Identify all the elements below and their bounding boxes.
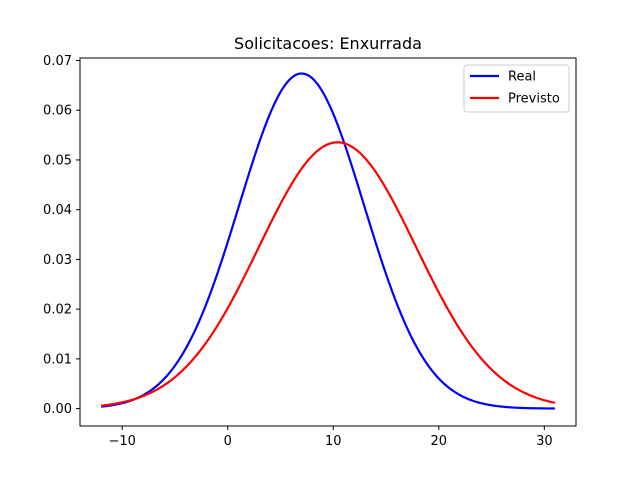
y-tick-label: 0.00	[43, 402, 72, 417]
y-tick-label: 0.01	[43, 352, 72, 367]
x-tick-label: 20	[431, 434, 448, 449]
x-tick-label: 30	[536, 434, 553, 449]
series-layer	[100, 72, 556, 410]
x-axis: −10 0 10 20 30	[108, 426, 553, 449]
y-tick-label: 0.05	[43, 153, 72, 168]
legend-label-real: Real	[508, 70, 536, 85]
y-tick-label: 0.02	[43, 303, 72, 318]
y-tick-label: 0.07	[43, 54, 72, 69]
x-tick-label: 10	[325, 434, 342, 449]
y-axis: 0.00 0.01 0.02 0.03 0.04 0.05 0.06 0.07	[43, 54, 80, 417]
legend-label-previsto: Previsto	[508, 92, 560, 107]
plot-frame	[79, 57, 577, 427]
x-tick-label: −10	[108, 434, 135, 449]
x-tick-label: 0	[224, 434, 232, 449]
y-tick-label: 0.06	[43, 104, 72, 119]
legend: Real Previsto	[463, 64, 570, 113]
series-line-previsto	[100, 141, 556, 407]
chart-title: Solicitacoes: Enxurrada	[234, 34, 422, 53]
series-line-real	[100, 72, 555, 410]
y-tick-label: 0.04	[43, 203, 72, 218]
y-tick-label: 0.03	[43, 253, 72, 268]
